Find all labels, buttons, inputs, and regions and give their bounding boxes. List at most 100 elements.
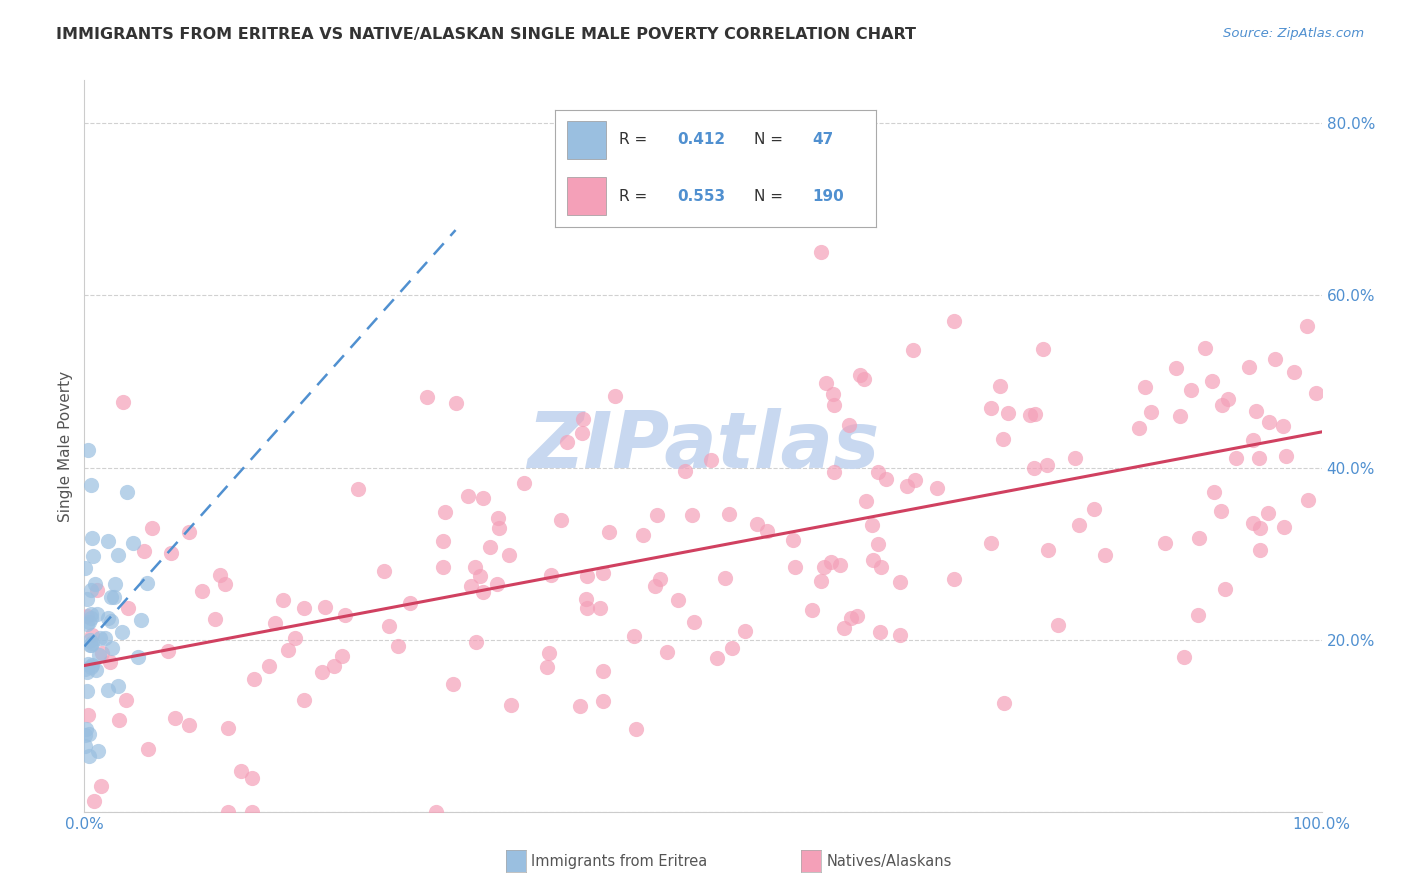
Point xyxy=(830,558,852,572)
Point xyxy=(1241,433,1264,447)
Point xyxy=(1180,383,1202,397)
Point xyxy=(277,643,299,657)
Point xyxy=(536,660,558,674)
Point xyxy=(1241,516,1264,530)
Point xyxy=(513,475,536,490)
Point xyxy=(1202,485,1225,500)
Point xyxy=(1284,365,1306,379)
Point xyxy=(103,591,125,605)
Point xyxy=(444,395,467,409)
Point xyxy=(823,465,845,479)
Point xyxy=(1032,342,1054,356)
Point xyxy=(1154,535,1177,549)
Point xyxy=(1225,450,1247,465)
Point xyxy=(623,629,645,643)
Point xyxy=(79,660,101,674)
Point xyxy=(823,398,845,412)
Point xyxy=(569,698,592,713)
Text: ZIPatlas: ZIPatlas xyxy=(527,408,879,484)
Point xyxy=(101,640,124,655)
Point xyxy=(264,615,287,630)
Point xyxy=(866,465,889,479)
Point xyxy=(346,482,368,496)
Point xyxy=(714,571,737,585)
Point xyxy=(869,560,891,574)
Point xyxy=(77,707,100,722)
Point xyxy=(217,805,239,819)
Point xyxy=(100,614,122,628)
Point xyxy=(432,534,454,549)
Point xyxy=(75,561,97,575)
Point xyxy=(993,696,1015,710)
Point xyxy=(488,521,510,535)
Point xyxy=(80,582,103,597)
Point xyxy=(240,771,263,785)
Point xyxy=(720,641,742,656)
Point xyxy=(76,665,98,680)
Point xyxy=(1019,408,1042,422)
Point xyxy=(1249,521,1271,535)
Point xyxy=(624,723,647,737)
Point xyxy=(77,443,100,458)
Point xyxy=(576,601,599,615)
Point xyxy=(1209,504,1232,518)
Point xyxy=(378,619,401,633)
Point xyxy=(104,576,127,591)
Text: Source: ZipAtlas.com: Source: ZipAtlas.com xyxy=(1223,27,1364,40)
Point xyxy=(1296,492,1319,507)
Point xyxy=(243,673,266,687)
Point xyxy=(1264,351,1286,366)
Y-axis label: Single Male Poverty: Single Male Poverty xyxy=(58,370,73,522)
Point xyxy=(846,609,869,624)
Point xyxy=(821,386,844,401)
Point xyxy=(896,479,918,493)
Point xyxy=(988,379,1011,393)
Point xyxy=(107,548,129,562)
Point xyxy=(650,572,672,586)
Point xyxy=(135,575,157,590)
Point xyxy=(82,549,104,563)
Point xyxy=(77,727,100,741)
Point xyxy=(79,633,101,648)
Point xyxy=(80,627,103,641)
Point xyxy=(141,521,163,535)
Point xyxy=(598,525,620,540)
Point xyxy=(942,314,965,328)
Point xyxy=(785,560,807,574)
Point xyxy=(747,517,769,532)
Point xyxy=(83,794,105,808)
Point xyxy=(284,631,307,645)
Point xyxy=(75,739,97,753)
Point xyxy=(159,546,181,560)
Point xyxy=(86,582,108,597)
Point xyxy=(904,473,927,487)
Point xyxy=(1035,458,1057,472)
Point xyxy=(1067,517,1090,532)
Point xyxy=(538,646,561,660)
Point xyxy=(79,477,101,491)
Point xyxy=(77,615,100,630)
Point xyxy=(889,628,911,642)
Point xyxy=(498,548,520,562)
Point xyxy=(1083,501,1105,516)
Point xyxy=(98,655,121,669)
Point xyxy=(468,568,491,582)
Point xyxy=(1046,618,1069,632)
Point xyxy=(89,631,111,645)
Point xyxy=(457,489,479,503)
Point xyxy=(486,576,509,591)
Point xyxy=(111,395,134,409)
Point xyxy=(644,579,666,593)
Point xyxy=(855,494,877,508)
Point xyxy=(73,728,96,742)
Point xyxy=(204,612,226,626)
Point xyxy=(478,540,501,554)
Point xyxy=(132,544,155,558)
Point xyxy=(1128,421,1150,435)
Point xyxy=(271,592,294,607)
Point xyxy=(943,572,966,586)
Point xyxy=(647,508,669,522)
Point xyxy=(87,744,110,758)
Point xyxy=(800,603,823,617)
Point xyxy=(94,631,117,645)
